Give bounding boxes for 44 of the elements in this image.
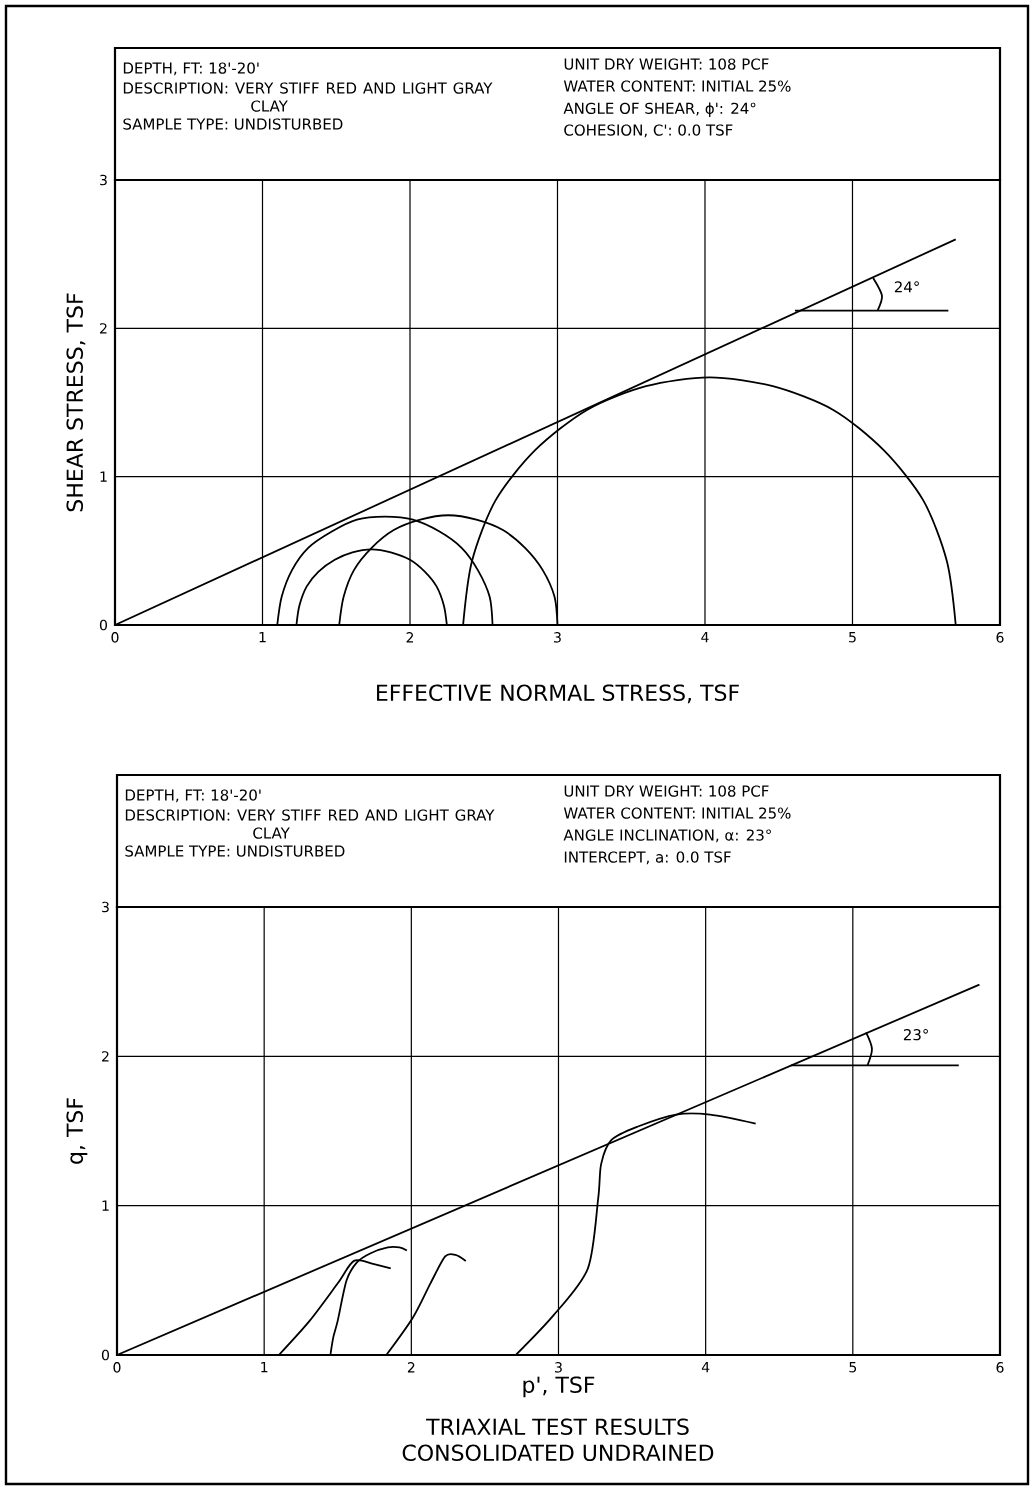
x-tick-label: 5: [849, 1362, 857, 1373]
y-tick-label: 0: [99, 619, 107, 631]
x-axis-title: p', TSF: [523, 1376, 595, 1398]
x-tick-label: 3: [555, 1362, 562, 1373]
text: SAMPLE TYPE: UNDISTURBED: [123, 118, 343, 130]
x-tick-label: 0: [111, 632, 119, 643]
text: ANGLE OF SHEAR, ϕ': 24°: [563, 102, 756, 117]
y-tick-label: 0: [101, 1349, 109, 1361]
x-tick-label: 1: [261, 1362, 268, 1373]
text: CONSOLIDATED UNDRAINED: [402, 1444, 714, 1462]
text: DEPTH, FT: 18'-20': [125, 789, 261, 803]
x-tick-label: 6: [996, 632, 1004, 643]
text: ANGLE INCLINATION, α: 23°: [563, 829, 771, 843]
x-tick-label: 6: [996, 1362, 1004, 1373]
x-tick-label: 4: [701, 632, 709, 643]
x-tick-label: 2: [406, 632, 414, 643]
x-tick-label: 1: [259, 632, 266, 643]
text: WATER CONTENT: INITIAL 25%: [563, 80, 791, 92]
annotation: 23°: [903, 1029, 928, 1041]
y-tick-label: 2: [102, 1051, 109, 1062]
x-tick-label: 3: [554, 632, 561, 643]
x-axis-title: EFFECTIVE NORMAL STRESS, TSF: [377, 684, 739, 704]
text: WATER CONTENT: INITIAL 25%: [563, 807, 791, 819]
text: UNIT DRY WEIGHT: 108 PCF: [564, 785, 769, 797]
y-tick-label: 3: [102, 901, 109, 913]
text: TRIAXIAL TEST RESULTS: [426, 1418, 689, 1436]
x-tick-label: 4: [701, 1362, 710, 1373]
y-tick-label: 1: [100, 471, 107, 482]
x-tick-label: 2: [407, 1362, 415, 1373]
x-tick-label: 0: [113, 1362, 121, 1373]
text: DESCRIPTION: VERY STIFF RED AND LIGHT GRAY CLAY: [125, 809, 495, 839]
text: DEPTH, FT: 18'-20': [123, 62, 259, 76]
text: INTERCEPT, a: 0.0 TSF: [564, 851, 731, 865]
y-axis-title: q, TSF: [66, 1098, 88, 1164]
x-tick-label: 5: [849, 632, 856, 643]
y-tick-label: 1: [102, 1200, 109, 1211]
y-tick-label: 2: [100, 323, 107, 334]
text: DESCRIPTION: VERY STIFF RED AND LIGHT GRAY CLAY: [123, 82, 493, 112]
text: UNIT DRY WEIGHT: 108 PCF: [564, 58, 769, 70]
text: COHESION, C': 0.0 TSF: [564, 124, 733, 138]
text: SAMPLE TYPE: UNDISTURBED: [125, 845, 345, 857]
y-tick-label: 3: [100, 174, 107, 186]
y-axis-title: SHEAR STRESS, TSF: [66, 293, 86, 512]
annotation: 24°: [894, 281, 919, 293]
